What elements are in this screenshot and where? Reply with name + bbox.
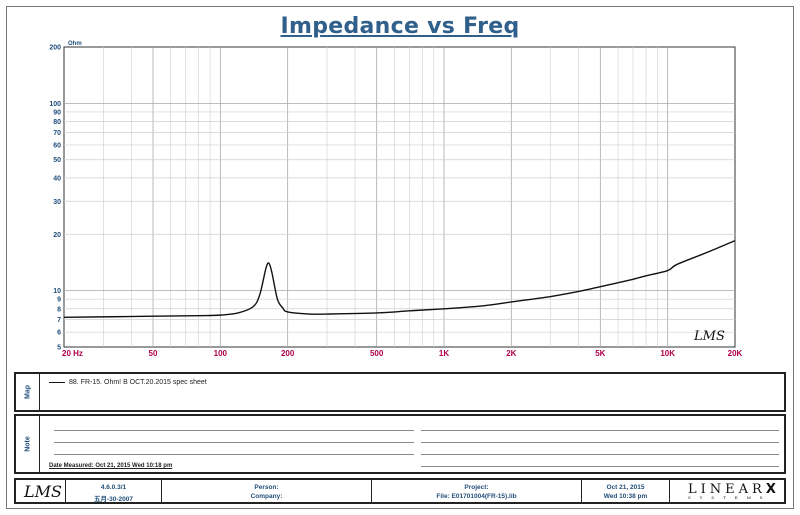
file-label: File: E01701004(FR-15).lib	[436, 493, 517, 500]
note-line	[54, 430, 414, 431]
y-tick-label: 9	[57, 297, 61, 304]
plot-area	[63, 46, 736, 348]
x-tick-label: 20 Hz	[62, 349, 83, 358]
y-tick-label: 10	[53, 288, 61, 295]
y-tick-label: 40	[53, 175, 61, 182]
y-tick-label: 30	[53, 199, 61, 206]
note-line	[421, 442, 779, 443]
y-tick-label: 90	[53, 109, 61, 116]
x-tick-label: 2K	[506, 349, 516, 358]
y-tick-label: 80	[53, 119, 61, 126]
project-label: Project:	[464, 484, 489, 491]
footer-bar: LMS 4.6.0.3/1 五月-30-2007 Person: Company…	[14, 478, 786, 504]
map-panel: Map 88. FR-15. Ohm! B OCT.20.2015 spec s…	[14, 372, 786, 412]
legend-text: 88. FR-15. Ohm! B OCT.20.2015 spec sheet	[69, 379, 207, 386]
y-tick-label: 7	[57, 317, 61, 324]
note-panel: Note Date Measured: Oct 21, 2015 Wed 10:…	[14, 414, 786, 474]
x-tick-label: 20K	[728, 349, 743, 358]
x-gridlines	[103, 47, 669, 347]
legend-entry: 88. FR-15. Ohm! B OCT.20.2015 spec sheet	[49, 379, 207, 386]
y-tick-label: 100	[49, 101, 61, 108]
note-side-label: Note	[16, 416, 40, 472]
x-tick-label: 5K	[595, 349, 605, 358]
company-label: Company:	[250, 493, 283, 500]
note-line	[54, 442, 414, 443]
page-frame	[6, 6, 794, 509]
y-tick-label: 8	[57, 306, 61, 313]
x-tick-label: 100	[214, 349, 228, 358]
lms-logo: LMS	[24, 482, 62, 501]
brand-x: X	[765, 482, 780, 497]
y-tick-label: 6	[57, 330, 61, 337]
note-line	[421, 466, 779, 467]
footer-project-cell: Project: File: E01701004(FR-15).lib	[372, 480, 582, 502]
note-label: Note	[24, 436, 31, 452]
y-tick-label: 60	[53, 142, 61, 149]
note-line	[421, 454, 779, 455]
map-side-label: Map	[16, 374, 40, 410]
y-tick-label: 5	[57, 345, 61, 352]
footer-version-cell: 4.6.0.3/1 五月-30-2007	[66, 480, 162, 503]
x-tick-label: 10K	[660, 349, 675, 358]
footer-logo-cell: LMS	[16, 480, 66, 502]
brand-text: LINEAR	[688, 482, 766, 497]
x-tick-label: 200	[281, 349, 295, 358]
x-tick-labels: 20 Hz 50 100 200 500 1K 2K 5K 10K 20K	[62, 349, 743, 358]
y-tick-label: 70	[53, 130, 61, 137]
footer-time: Wed 10:38 pm	[603, 493, 648, 500]
x-tick-label: 50	[149, 349, 158, 358]
note-line	[421, 430, 779, 431]
footer-date: Oct 21, 2015	[606, 484, 645, 491]
x-tick-label: 500	[370, 349, 384, 358]
y-unit-label: Ohm	[68, 41, 82, 47]
footer-date-cell: Oct 21, 2015 Wed 10:38 pm	[582, 480, 670, 502]
x-tick-label: 1K	[439, 349, 449, 358]
lms-watermark-logo: LMS	[693, 329, 725, 344]
map-label: Map	[24, 385, 31, 399]
brand-subtext: SYSTEMS	[688, 495, 772, 500]
y-tick-label: 50	[53, 157, 61, 164]
note-line	[54, 454, 414, 455]
footer-person-cell: Person: Company:	[162, 480, 372, 502]
legend-line-swatch	[49, 381, 65, 383]
y-tick-label: 20	[53, 232, 61, 239]
version-date: 五月-30-2007	[93, 496, 134, 503]
chart-title: Impedance vs Freq	[280, 14, 520, 39]
y-tick-label: 200	[49, 45, 61, 52]
version-number: 4.6.0.3/1	[100, 484, 127, 491]
linearx-logo: LINEARX SYSTEMS	[688, 482, 788, 500]
y-gridlines	[64, 103, 735, 333]
series-line	[63, 239, 736, 319]
person-label: Person:	[254, 484, 279, 491]
impedance-chart: 20 Hz 50 100 200 500 1K 2K 5K 10K 20K 20010090807…	[49, 41, 743, 358]
date-measured: Date Measured: Oct 21, 2015 Wed 10:18 pm	[49, 463, 173, 469]
